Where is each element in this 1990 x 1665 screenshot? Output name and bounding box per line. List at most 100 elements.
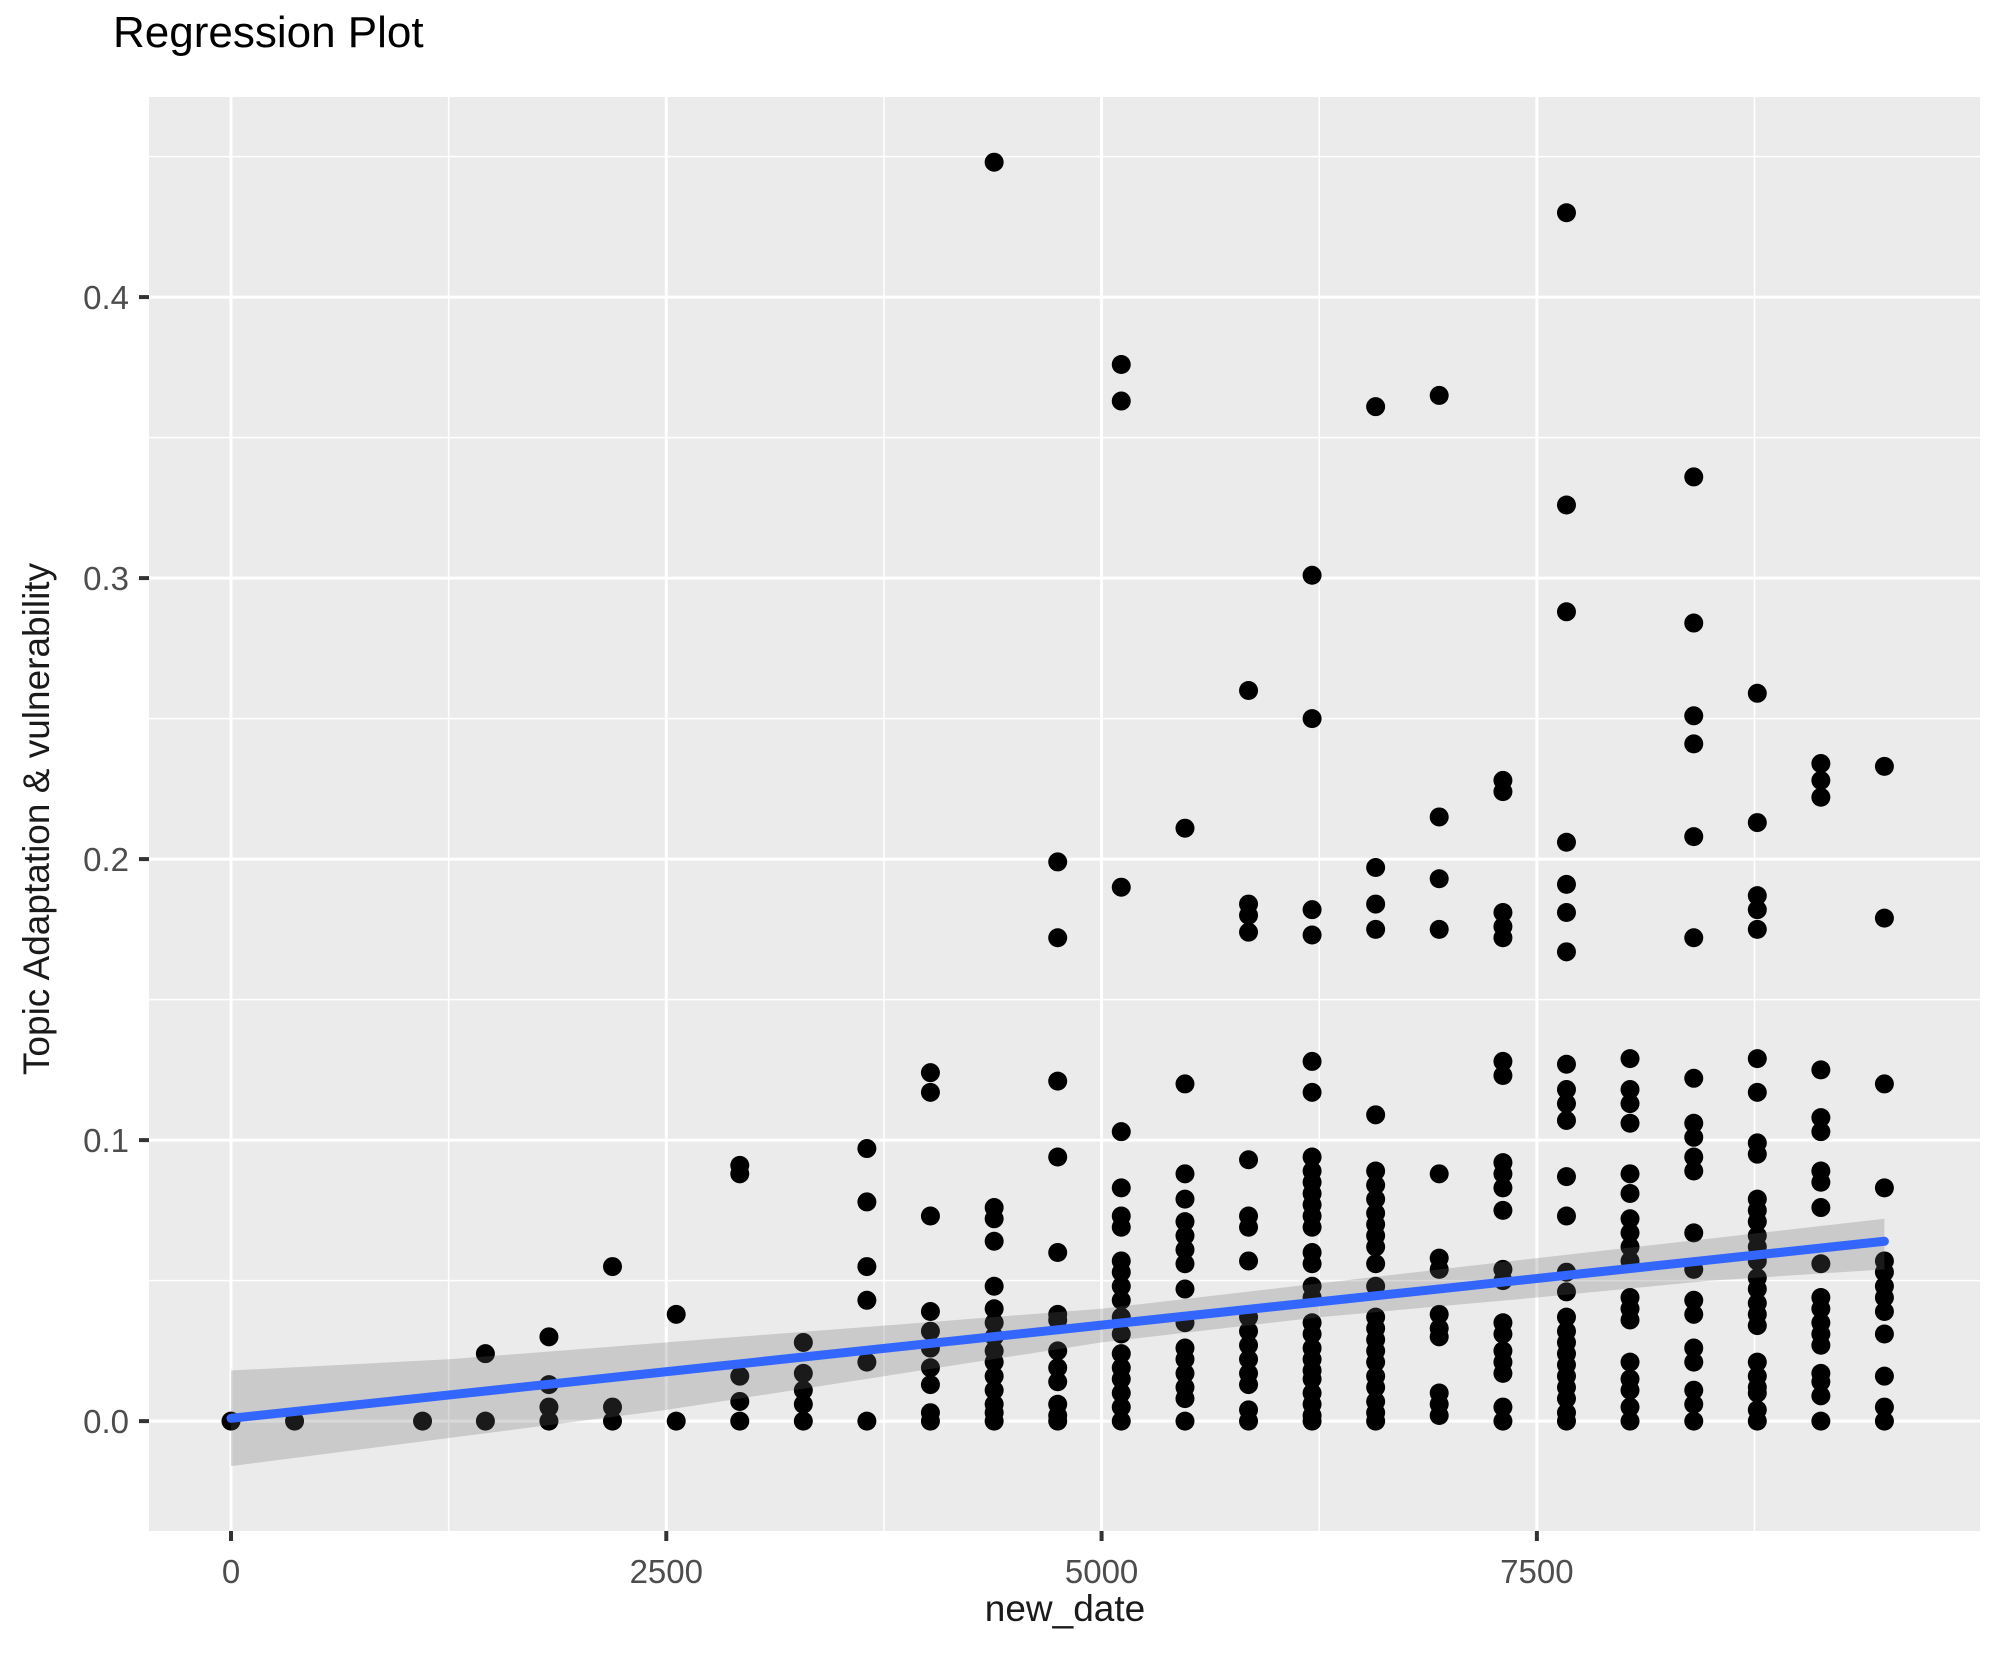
data-point: [1111, 1383, 1131, 1403]
data-point: [1556, 1167, 1576, 1187]
data-point: [1048, 1310, 1068, 1330]
data-point: [1620, 1380, 1640, 1400]
data-point: [1684, 613, 1704, 633]
data-point: [1556, 832, 1576, 852]
regression-line: [226, 1236, 1889, 1423]
data-point: [1175, 1349, 1195, 1369]
data-point: [1175, 1226, 1195, 1246]
data-point: [1175, 1212, 1195, 1232]
data-point: [1620, 1209, 1640, 1229]
data-point: [539, 1411, 559, 1431]
data-point: [1811, 1108, 1831, 1128]
data-point: [1747, 886, 1767, 906]
data-point: [1111, 1344, 1131, 1364]
data-point: [1493, 928, 1513, 948]
data-point: [1493, 1065, 1513, 1085]
data-point: [1111, 355, 1131, 375]
data-point: [1811, 787, 1831, 807]
data-point: [1048, 1358, 1068, 1378]
data-point: [1556, 1307, 1576, 1327]
data-point: [1175, 1189, 1195, 1209]
data-point: [1556, 1206, 1576, 1226]
data-point: [1175, 1164, 1195, 1184]
data-point: [984, 1380, 1004, 1400]
data-point: [1684, 1068, 1704, 1088]
data-point: [1366, 894, 1386, 914]
data-point: [602, 1397, 622, 1417]
data-point: [1811, 1172, 1831, 1192]
data-point: [793, 1363, 813, 1383]
data-point: [1429, 919, 1449, 939]
data-point: [1111, 1290, 1131, 1310]
data-point: [1493, 1051, 1513, 1071]
data-point: [984, 1352, 1004, 1372]
data-point: [1111, 877, 1131, 897]
data-point: [1556, 1080, 1576, 1100]
data-point: [1048, 928, 1068, 948]
data-point: [1048, 1071, 1068, 1091]
data-point: [1747, 1352, 1767, 1372]
data-point: [730, 1411, 750, 1431]
data-point: [1429, 1406, 1449, 1426]
data-point: [1111, 1411, 1131, 1431]
data-point: [1684, 1304, 1704, 1324]
data-point: [1302, 709, 1322, 729]
data-point: [1620, 1094, 1640, 1114]
data-point: [1493, 1363, 1513, 1383]
data-point: [1747, 1049, 1767, 1069]
data-point: [1811, 1299, 1831, 1319]
plot-panel: [149, 97, 1980, 1531]
data-point: [1175, 1411, 1195, 1431]
x-axis-title: new_date: [0, 1588, 1990, 1630]
x-axis-title-text: new_date: [984, 1588, 1146, 1629]
data-point: [1429, 385, 1449, 405]
data-point: [920, 1321, 940, 1341]
y-tick-label: 0.0: [83, 1403, 129, 1440]
data-point: [1556, 1389, 1576, 1409]
data-point: [1366, 919, 1386, 939]
data-point: [1111, 1276, 1131, 1296]
data-point: [666, 1304, 686, 1324]
data-point: [1811, 1335, 1831, 1355]
data-point: [1175, 818, 1195, 838]
data-point: [1620, 1411, 1640, 1431]
data-point: [984, 1411, 1004, 1431]
data-point: [1556, 1411, 1576, 1431]
data-point: [730, 1164, 750, 1184]
data-point: [1620, 1397, 1640, 1417]
data-point: [1366, 1254, 1386, 1274]
data-point: [1556, 902, 1576, 922]
data-point: [1239, 1321, 1259, 1341]
data-point: [1684, 1161, 1704, 1181]
data-point: [1302, 900, 1322, 920]
data-point: [1111, 1178, 1131, 1198]
data-point: [1684, 1352, 1704, 1372]
data-point: [1874, 1178, 1894, 1198]
data-point: [1620, 1310, 1640, 1330]
data-point: [1874, 1287, 1894, 1307]
data-point: [793, 1380, 813, 1400]
data-point: [1556, 602, 1576, 622]
data-point: [984, 1299, 1004, 1319]
data-point: [1811, 754, 1831, 774]
data-point: [602, 1411, 622, 1431]
data-point: [1366, 1411, 1386, 1431]
data-point: [1874, 1302, 1894, 1322]
data-point: [1684, 706, 1704, 726]
data-point: [602, 1257, 622, 1277]
data-point: [1048, 1243, 1068, 1263]
data-point: [1302, 1411, 1322, 1431]
data-point: [1493, 902, 1513, 922]
x-tick-label: 0: [222, 1553, 240, 1590]
data-point: [1747, 900, 1767, 920]
data-point: [413, 1411, 433, 1431]
data-point: [984, 1366, 1004, 1386]
data-point: [1556, 1054, 1576, 1074]
data-point: [1048, 1411, 1068, 1431]
x-tick-label: 5000: [1065, 1553, 1138, 1590]
data-point: [857, 1290, 877, 1310]
data-point: [1874, 1324, 1894, 1344]
data-point: [1239, 1349, 1259, 1369]
